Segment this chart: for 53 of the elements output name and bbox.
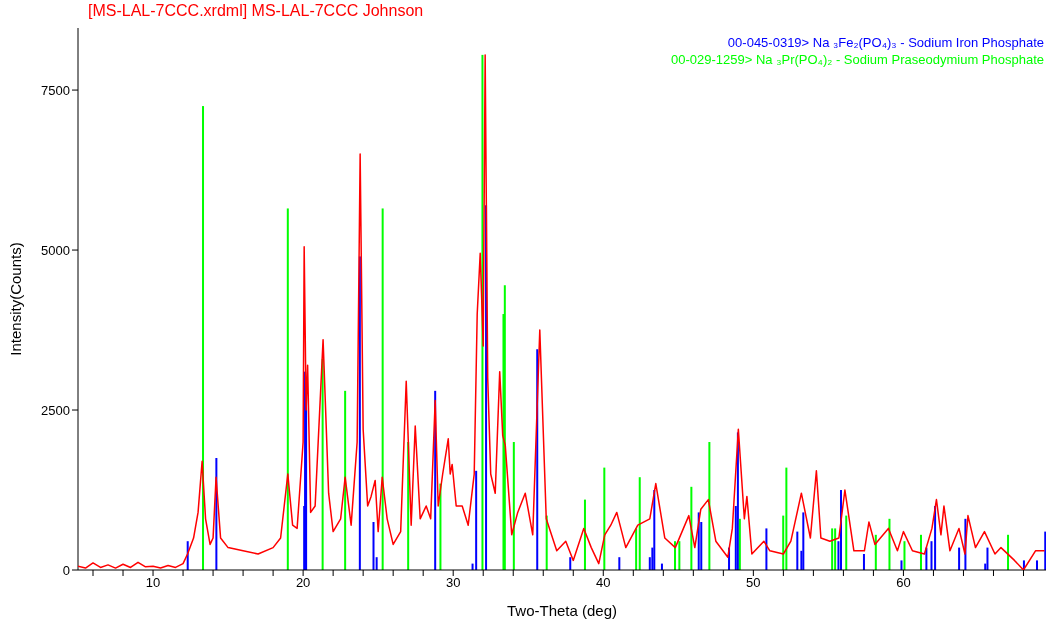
- bar: [475, 470, 478, 570]
- bar: [503, 285, 506, 570]
- bar: [618, 557, 621, 570]
- bar: [919, 534, 922, 570]
- bar: [678, 541, 681, 570]
- bar: [358, 256, 361, 570]
- y-tick-label: 5000: [41, 242, 70, 258]
- x-tick-label: 50: [746, 575, 761, 591]
- text: 00-029-1259> Na ₃Pr(PO₄)₂ - Sodium Praseodymium Phosphate: [671, 51, 1044, 68]
- bar: [1044, 531, 1046, 570]
- bar: [512, 442, 515, 570]
- x-tick-label: 60: [896, 575, 911, 591]
- bar: [635, 528, 638, 570]
- bar: [802, 512, 805, 570]
- bar: [738, 518, 741, 570]
- y-axis-title: Intensity(Counts): [7, 242, 25, 356]
- bar: [888, 518, 891, 570]
- text: [MS-LAL-7CCC.xrdml] MS-LAL-7CCC Johnson: [88, 2, 424, 20]
- bar: [845, 515, 848, 570]
- bar: [862, 554, 865, 570]
- bar: [372, 522, 375, 570]
- bar: [834, 528, 837, 570]
- bar: [638, 477, 641, 570]
- x-tick-label: 40: [596, 575, 611, 591]
- bar: [708, 442, 711, 570]
- bar: [569, 557, 572, 570]
- bar: [874, 534, 877, 570]
- bar: [903, 541, 906, 570]
- bar: [603, 467, 606, 570]
- bar: [344, 390, 347, 570]
- y-tick-label: 0: [62, 562, 70, 578]
- bar: [796, 531, 799, 570]
- bar: [1036, 560, 1038, 570]
- bar: [583, 499, 586, 570]
- bar: [785, 467, 788, 570]
- bar: [481, 54, 484, 570]
- text: 00-045-0319> Na ₃Fe₂(PO₄)₃ - Sodium Iron Phosphate: [726, 34, 1044, 51]
- bar: [930, 541, 933, 570]
- bar: [286, 208, 289, 570]
- bar: [900, 560, 903, 570]
- x-tick-label: 10: [145, 575, 161, 591]
- bar: [958, 547, 961, 570]
- bar: [831, 528, 834, 570]
- bar: [381, 208, 384, 570]
- x-tick-label: 20: [295, 575, 311, 591]
- x-tick-label: 30: [445, 575, 461, 591]
- y-tick-label: 2500: [41, 402, 70, 418]
- x-axis-title: Two-Theta (deg): [506, 602, 618, 619]
- bar: [765, 528, 768, 570]
- y-tick-label: 7500: [41, 82, 70, 98]
- bar: [202, 106, 205, 570]
- bar: [1007, 534, 1010, 570]
- bar: [986, 547, 989, 570]
